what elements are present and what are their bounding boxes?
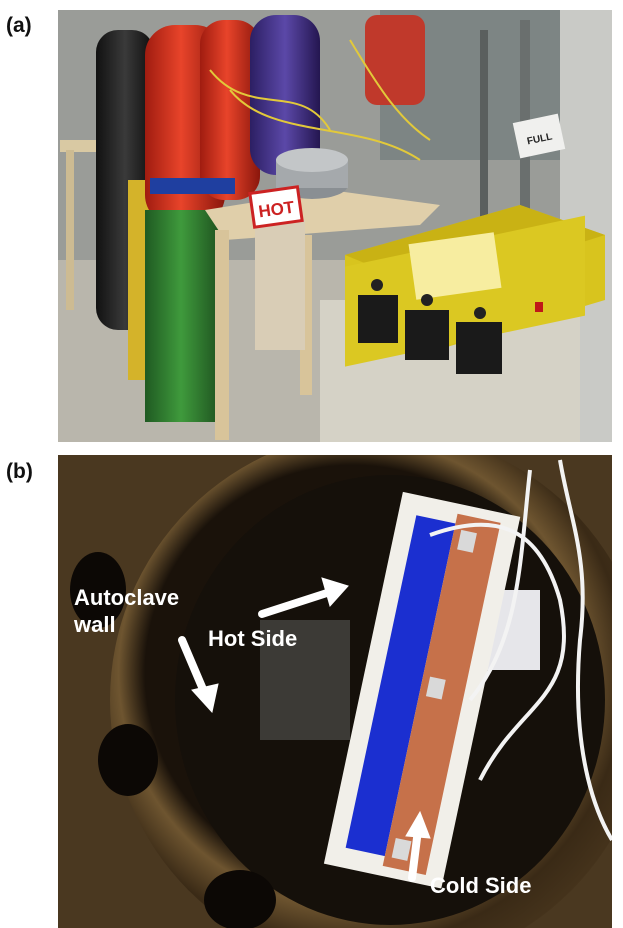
panel-label: (b) bbox=[6, 460, 33, 483]
panel-label: (a) bbox=[6, 14, 32, 37]
photo-lab-setup: HOT FULL bbox=[58, 10, 612, 442]
annotation: Cold Side bbox=[430, 873, 531, 898]
annotation: Hot Side bbox=[208, 626, 297, 651]
annotation: wall bbox=[73, 612, 116, 637]
photo-autoclave: Hot Side Autoclave wall Cold Side bbox=[58, 430, 623, 928]
page: (a) (b) HOT FULL bbox=[0, 0, 623, 928]
figure: (a) (b) HOT FULL bbox=[0, 0, 623, 928]
annotation: Autoclave bbox=[74, 585, 179, 610]
